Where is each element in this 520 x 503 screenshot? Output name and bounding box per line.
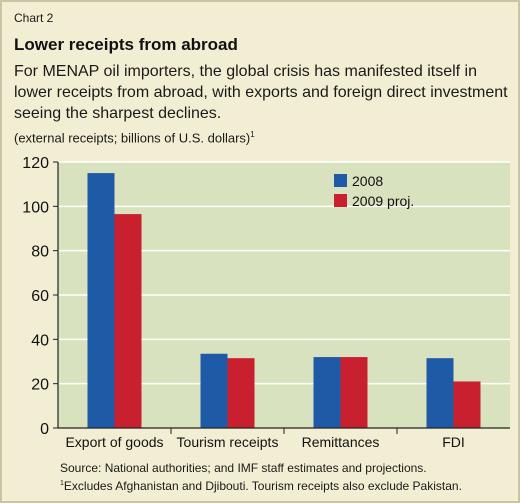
legend-swatch bbox=[334, 174, 347, 187]
legend-swatch bbox=[334, 194, 347, 207]
footnote: 1Excludes Afghanistan and Djibouti. Tour… bbox=[60, 476, 462, 494]
y-tick-label: 80 bbox=[31, 244, 49, 261]
bar-2008-remittances bbox=[313, 357, 341, 428]
x-category-label: Remittances bbox=[302, 434, 380, 450]
chart-notes: Source: National authorities; and IMF st… bbox=[60, 461, 462, 494]
bar-2008-export-of-goods bbox=[87, 173, 115, 428]
units-text: (external receipts; billions of U.S. dol… bbox=[14, 130, 251, 146]
units-footnote-mark: 1 bbox=[250, 130, 255, 139]
chart-subtitle: For MENAP oil importers, the global cris… bbox=[14, 63, 508, 122]
source-note: Source: National authorities; and IMF st… bbox=[60, 461, 427, 475]
y-tick-label: 120 bbox=[22, 155, 49, 172]
x-category-label: Export of goods bbox=[65, 434, 163, 450]
chart-units: (external receipts; billions of U.S. dol… bbox=[14, 130, 255, 145]
legend-label: 2009 proj. bbox=[352, 193, 414, 209]
x-category-label: FDI bbox=[442, 434, 465, 450]
bar-chart: 0 20 40 60 80 100 120 Export of goods Tourism re… bbox=[22, 155, 510, 450]
y-tick-label: 20 bbox=[31, 377, 49, 394]
y-tick-label: 0 bbox=[40, 421, 49, 438]
bar-2008-tourism-receipts bbox=[200, 353, 228, 428]
bar-2009-proj--tourism-receipts bbox=[227, 358, 255, 428]
bar-2008-fdi bbox=[426, 358, 454, 428]
y-tick-label: 60 bbox=[31, 288, 49, 305]
bar-2009-proj--fdi bbox=[453, 381, 481, 428]
legend-label: 2008 bbox=[352, 173, 383, 189]
bar-2009-proj--export-of-goods bbox=[114, 214, 142, 428]
bar-2009-proj--remittances bbox=[340, 357, 368, 428]
footnote-text: Excludes Afghanistan and Djibouti. Touri… bbox=[63, 479, 462, 493]
chart-number-label: Chart 2 bbox=[14, 11, 54, 25]
footnote-mark: 1 bbox=[60, 480, 64, 487]
y-tick-label: 40 bbox=[31, 332, 49, 349]
x-category-label: Tourism receipts bbox=[177, 434, 279, 450]
y-tick-label: 100 bbox=[22, 199, 49, 216]
chart-title: Lower receipts from abroad bbox=[14, 35, 238, 54]
